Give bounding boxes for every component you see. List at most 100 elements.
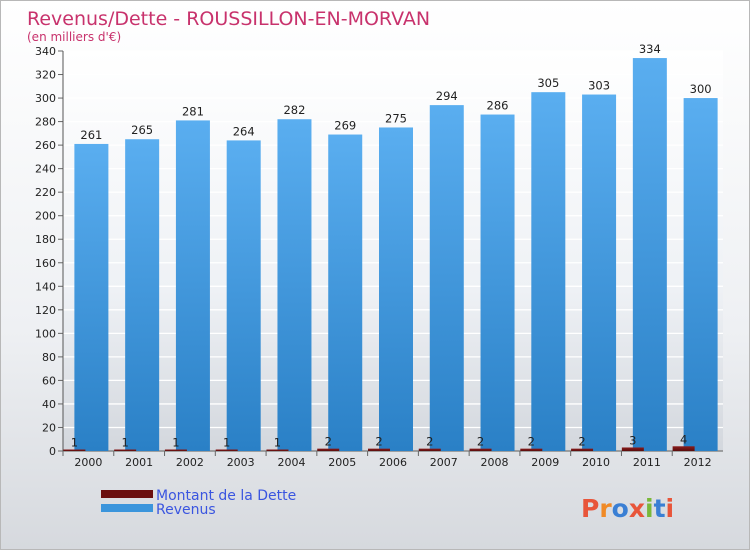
data-label-revenus: 265 bbox=[131, 123, 153, 137]
x-tick-label: 2002 bbox=[176, 456, 204, 469]
bar-dette bbox=[164, 449, 187, 451]
bar-revenus bbox=[582, 94, 617, 451]
data-label-revenus: 334 bbox=[639, 42, 661, 56]
bar-dette bbox=[520, 448, 543, 451]
y-tick-label: 80 bbox=[42, 351, 56, 364]
bar-dette bbox=[621, 447, 644, 451]
y-tick-label: 100 bbox=[35, 327, 56, 340]
x-tick-label: 2012 bbox=[684, 456, 712, 469]
logo-letter: i bbox=[666, 494, 675, 523]
data-label-dette: 2 bbox=[375, 435, 382, 449]
y-tick-label: 340 bbox=[35, 45, 56, 58]
data-label-revenus: 269 bbox=[334, 119, 356, 133]
bar-revenus bbox=[74, 143, 109, 452]
x-tick-label: 2000 bbox=[74, 456, 102, 469]
x-tick-label: 2011 bbox=[633, 456, 661, 469]
logo-letter: i bbox=[645, 494, 654, 523]
bar-revenus bbox=[328, 134, 363, 451]
plot-area: 0 20 40 60 80 100 120 140 160 180 200 220 240 260 280 3… bbox=[35, 42, 723, 469]
y-tick-label: 300 bbox=[35, 92, 56, 105]
bar-revenus bbox=[480, 114, 515, 451]
data-label-revenus: 300 bbox=[690, 82, 712, 96]
bar-dette bbox=[571, 448, 594, 451]
data-label-dette: 2 bbox=[325, 435, 332, 449]
x-tick-label: 2008 bbox=[481, 456, 509, 469]
data-label-dette: 2 bbox=[426, 435, 433, 449]
logo-letter: r bbox=[599, 494, 612, 523]
y-tick-label: 0 bbox=[49, 445, 56, 458]
bar-revenus bbox=[125, 139, 160, 451]
y-tick-label: 40 bbox=[42, 398, 56, 411]
logo-letter: o bbox=[612, 494, 629, 523]
data-label-revenus: 264 bbox=[233, 124, 255, 138]
chart-title: Revenus/Dette - ROUSSILLON-EN-MORVAN bbox=[27, 8, 430, 30]
y-tick-label: 60 bbox=[42, 374, 56, 387]
data-label-dette: 1 bbox=[274, 436, 281, 450]
bar-revenus bbox=[683, 98, 718, 451]
bar-dette bbox=[317, 448, 340, 451]
legend-swatch-revenus bbox=[101, 504, 153, 512]
bar-revenus bbox=[226, 140, 261, 452]
y-tick-label: 200 bbox=[35, 210, 56, 223]
bar-dette bbox=[63, 449, 86, 451]
data-label-revenus: 261 bbox=[80, 128, 102, 142]
x-tick-label: 2003 bbox=[227, 456, 255, 469]
y-tick-label: 180 bbox=[35, 233, 56, 246]
bar-revenus bbox=[175, 120, 210, 451]
bar-revenus bbox=[531, 92, 566, 452]
data-label-dette: 1 bbox=[121, 436, 128, 450]
logo-letter: P bbox=[581, 494, 599, 523]
y-tick-label: 220 bbox=[35, 186, 56, 199]
x-tick-label: 2009 bbox=[531, 456, 559, 469]
y-tick-label: 160 bbox=[35, 257, 56, 270]
bar-dette bbox=[418, 448, 441, 451]
data-label-dette: 1 bbox=[172, 436, 179, 450]
logo-letter: t bbox=[654, 494, 666, 523]
y-tick-label: 260 bbox=[35, 139, 56, 152]
data-label-dette: 4 bbox=[680, 432, 687, 446]
bar-dette bbox=[368, 448, 390, 451]
y-tick-label: 240 bbox=[35, 163, 56, 176]
bar-dette bbox=[215, 449, 238, 451]
chart-subtitle: (en milliers d'€) bbox=[27, 30, 121, 44]
y-tick-label: 140 bbox=[35, 280, 56, 293]
data-label-revenus: 303 bbox=[588, 79, 610, 93]
legend-label-revenus: Revenus bbox=[156, 502, 216, 518]
x-tick-label: 2007 bbox=[430, 456, 458, 469]
data-label-dette: 1 bbox=[71, 436, 78, 450]
bar-dette bbox=[266, 449, 289, 451]
data-label-dette: 2 bbox=[477, 435, 484, 449]
x-tick-label: 2004 bbox=[277, 456, 305, 469]
legend: Montant de la Dette Revenus bbox=[101, 488, 296, 518]
y-tick-label: 120 bbox=[35, 304, 56, 317]
x-tick-label: 2001 bbox=[125, 456, 153, 469]
bar-revenus bbox=[379, 127, 413, 452]
data-label-revenus: 275 bbox=[385, 111, 407, 125]
legend-label-debt: Montant de la Dette bbox=[156, 488, 296, 504]
bar-revenus bbox=[429, 105, 464, 451]
data-label-revenus: 294 bbox=[436, 89, 458, 103]
bar-revenus bbox=[632, 58, 667, 451]
data-label-revenus: 286 bbox=[487, 99, 509, 113]
data-label-dette: 3 bbox=[629, 433, 636, 447]
data-label-dette: 2 bbox=[578, 435, 585, 449]
data-label-dette: 2 bbox=[528, 435, 535, 449]
proxiti-logo: Proxiti bbox=[581, 494, 674, 523]
bar-dette bbox=[672, 446, 695, 451]
logo-letter: x bbox=[629, 494, 645, 523]
y-tick-label: 280 bbox=[35, 116, 56, 129]
data-label-revenus: 281 bbox=[182, 104, 204, 118]
data-label-revenus: 305 bbox=[537, 76, 559, 90]
y-tick-label: 320 bbox=[35, 69, 56, 82]
x-tick-label: 2010 bbox=[582, 456, 610, 469]
x-tick-label: 2006 bbox=[379, 456, 407, 469]
data-label-revenus: 282 bbox=[283, 103, 305, 117]
y-tick-label: 20 bbox=[42, 421, 56, 434]
bar-revenus bbox=[277, 119, 312, 451]
x-tick-label: 2005 bbox=[328, 456, 356, 469]
bar-dette bbox=[114, 449, 137, 451]
legend-swatch-debt bbox=[101, 490, 153, 498]
data-label-dette: 1 bbox=[223, 436, 230, 450]
